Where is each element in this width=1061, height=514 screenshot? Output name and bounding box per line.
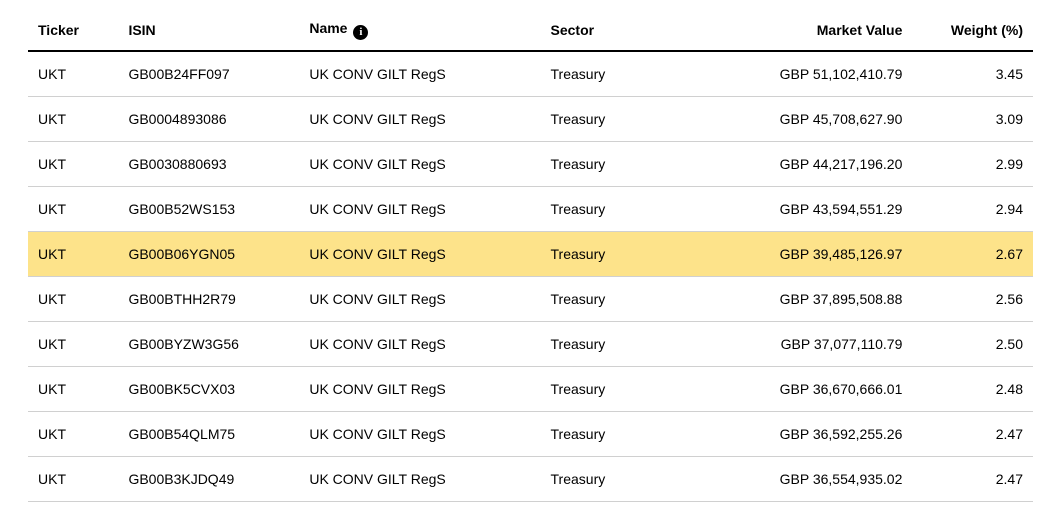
cell-isin: GB00BK5CVX03: [118, 366, 299, 411]
cell-weight: 2.47: [912, 411, 1033, 456]
cell-sector: Treasury: [541, 456, 692, 501]
cell-market-value: GBP 45,708,627.90: [691, 96, 912, 141]
cell-market-value: GBP 43,594,551.29: [691, 186, 912, 231]
cell-market-value: GBP 37,077,110.79: [691, 321, 912, 366]
cell-name: UK CONV GILT RegS: [299, 321, 540, 366]
cell-weight: 3.45: [912, 51, 1033, 97]
cell-name: UK CONV GILT RegS: [299, 186, 540, 231]
col-header-market-value[interactable]: Market Value: [691, 12, 912, 51]
table-header-row: Ticker ISIN Name i Sector Market Value W…: [28, 12, 1033, 51]
cell-name: UK CONV GILT RegS: [299, 276, 540, 321]
cell-market-value: GBP 39,485,126.97: [691, 231, 912, 276]
cell-sector: Treasury: [541, 411, 692, 456]
cell-ticker: UKT: [28, 456, 118, 501]
cell-weight: 2.50: [912, 321, 1033, 366]
col-header-weight[interactable]: Weight (%): [912, 12, 1033, 51]
cell-market-value: GBP 36,554,935.02: [691, 456, 912, 501]
cell-market-value: GBP 37,895,508.88: [691, 276, 912, 321]
cell-ticker: UKT: [28, 321, 118, 366]
table-row[interactable]: UKTGB00BYZW3G56UK CONV GILT RegSTreasury…: [28, 321, 1033, 366]
info-icon[interactable]: i: [353, 25, 368, 40]
cell-market-value: GBP 36,670,666.01: [691, 366, 912, 411]
cell-isin: GB00B3KJDQ49: [118, 456, 299, 501]
cell-sector: Treasury: [541, 366, 692, 411]
cell-weight: 2.56: [912, 276, 1033, 321]
cell-ticker: UKT: [28, 51, 118, 97]
cell-ticker: UKT: [28, 411, 118, 456]
table-body: UKTGB00B24FF097UK CONV GILT RegSTreasury…: [28, 51, 1033, 502]
cell-ticker: UKT: [28, 96, 118, 141]
cell-weight: 2.67: [912, 231, 1033, 276]
cell-market-value: GBP 36,592,255.26: [691, 411, 912, 456]
table-row[interactable]: UKTGB0030880693UK CONV GILT RegSTreasury…: [28, 141, 1033, 186]
table-row[interactable]: UKTGB00BTHH2R79UK CONV GILT RegSTreasury…: [28, 276, 1033, 321]
cell-isin: GB00BYZW3G56: [118, 321, 299, 366]
cell-ticker: UKT: [28, 186, 118, 231]
col-header-sector[interactable]: Sector: [541, 12, 692, 51]
cell-ticker: UKT: [28, 231, 118, 276]
cell-sector: Treasury: [541, 51, 692, 97]
cell-sector: Treasury: [541, 186, 692, 231]
cell-ticker: UKT: [28, 366, 118, 411]
table-row[interactable]: UKTGB0004893086UK CONV GILT RegSTreasury…: [28, 96, 1033, 141]
cell-isin: GB0030880693: [118, 141, 299, 186]
cell-ticker: UKT: [28, 276, 118, 321]
table-row[interactable]: UKTGB00B54QLM75UK CONV GILT RegSTreasury…: [28, 411, 1033, 456]
cell-sector: Treasury: [541, 231, 692, 276]
cell-isin: GB00B24FF097: [118, 51, 299, 97]
cell-market-value: GBP 44,217,196.20: [691, 141, 912, 186]
cell-isin: GB0004893086: [118, 96, 299, 141]
col-header-name-label: Name: [309, 20, 347, 36]
cell-market-value: GBP 51,102,410.79: [691, 51, 912, 97]
col-header-ticker[interactable]: Ticker: [28, 12, 118, 51]
cell-name: UK CONV GILT RegS: [299, 96, 540, 141]
table-row[interactable]: UKTGB00B3KJDQ49UK CONV GILT RegSTreasury…: [28, 456, 1033, 501]
col-header-name[interactable]: Name i: [299, 12, 540, 51]
cell-name: UK CONV GILT RegS: [299, 231, 540, 276]
cell-sector: Treasury: [541, 141, 692, 186]
cell-name: UK CONV GILT RegS: [299, 456, 540, 501]
table-row[interactable]: UKTGB00B24FF097UK CONV GILT RegSTreasury…: [28, 51, 1033, 97]
cell-isin: GB00BTHH2R79: [118, 276, 299, 321]
cell-name: UK CONV GILT RegS: [299, 366, 540, 411]
table-row[interactable]: UKTGB00BK5CVX03UK CONV GILT RegSTreasury…: [28, 366, 1033, 411]
cell-name: UK CONV GILT RegS: [299, 411, 540, 456]
cell-sector: Treasury: [541, 321, 692, 366]
table-row[interactable]: UKTGB00B52WS153UK CONV GILT RegSTreasury…: [28, 186, 1033, 231]
holdings-table: Ticker ISIN Name i Sector Market Value W…: [28, 12, 1033, 502]
cell-sector: Treasury: [541, 96, 692, 141]
cell-weight: 2.94: [912, 186, 1033, 231]
cell-weight: 2.48: [912, 366, 1033, 411]
cell-weight: 3.09: [912, 96, 1033, 141]
cell-name: UK CONV GILT RegS: [299, 51, 540, 97]
cell-isin: GB00B54QLM75: [118, 411, 299, 456]
col-header-isin[interactable]: ISIN: [118, 12, 299, 51]
cell-isin: GB00B52WS153: [118, 186, 299, 231]
cell-ticker: UKT: [28, 141, 118, 186]
cell-isin: GB00B06YGN05: [118, 231, 299, 276]
cell-name: UK CONV GILT RegS: [299, 141, 540, 186]
cell-weight: 2.99: [912, 141, 1033, 186]
cell-sector: Treasury: [541, 276, 692, 321]
cell-weight: 2.47: [912, 456, 1033, 501]
table-row[interactable]: UKTGB00B06YGN05UK CONV GILT RegSTreasury…: [28, 231, 1033, 276]
